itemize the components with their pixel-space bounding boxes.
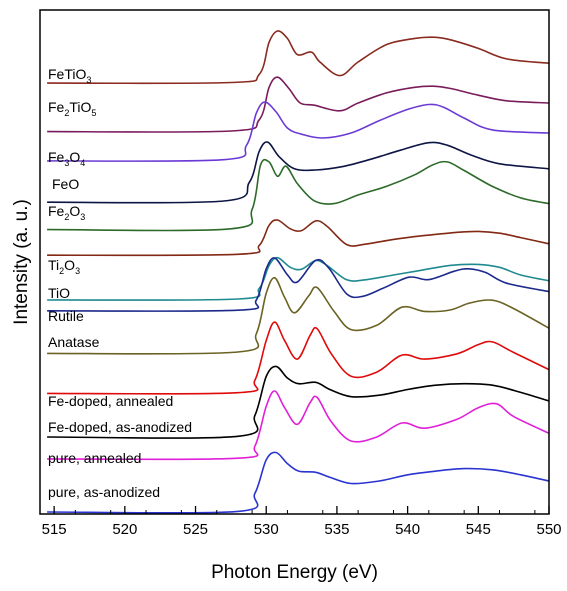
- x-tick-label: 535: [324, 521, 349, 538]
- series-line-5: [47, 219, 550, 257]
- series-line-0: [47, 30, 550, 85]
- series-label-3: FeO: [52, 176, 79, 192]
- series-label-8: Anatase: [48, 334, 100, 350]
- series-label-12: pure, as-anodized: [48, 484, 160, 500]
- series-line-11: [47, 390, 550, 461]
- series-line-7: [47, 257, 550, 312]
- x-tick-label: 545: [466, 521, 491, 538]
- plot-frame: [39, 9, 550, 515]
- series-line-8: [47, 277, 550, 355]
- series-line-1: [47, 76, 550, 133]
- series-label-7: Rutile: [48, 308, 84, 324]
- x-tick-label: 520: [112, 521, 137, 538]
- series-label-1: Fe2TiO5: [48, 99, 96, 118]
- series-line-2: [47, 101, 550, 162]
- series-label-11: pure, annealed: [48, 450, 141, 466]
- x-tick-label: 525: [183, 521, 208, 538]
- series-label-0: FeTiO3: [48, 66, 91, 85]
- series-line-6: [47, 256, 550, 301]
- series-line-10: [47, 365, 550, 439]
- series-label-6: TiO: [48, 285, 70, 301]
- x-axis-ticks: 515 520 525 530 535 540 545 550: [39, 506, 562, 538]
- series-label-2: Fe3O4: [48, 149, 85, 168]
- series-label-9: Fe-doped, annealed: [48, 393, 173, 409]
- x-tick-label: 515: [42, 521, 67, 538]
- series-line-9: [47, 321, 550, 395]
- series-label-5: Ti2O3: [48, 257, 80, 276]
- series-labels-group: FeTiO3 Fe2TiO5 Fe3O4 FeO Fe2O3 Ti2O3 TiO Rutile…: [48, 66, 192, 500]
- x-tick-label: 530: [254, 521, 279, 538]
- series-line-12: [47, 451, 550, 514]
- series-line-4: [47, 158, 550, 232]
- x-tick-label: 540: [395, 521, 420, 538]
- series-line-3: [47, 141, 550, 204]
- series-label-10: Fe-doped, as-anodized: [48, 419, 192, 435]
- x-tick-label: 550: [536, 521, 561, 538]
- curves-group: [47, 30, 550, 514]
- series-label-4: Fe2O3: [48, 203, 85, 222]
- x-axis-title: Photon Energy (eV): [211, 562, 378, 583]
- y-axis-title: Intensity (a. u.): [11, 199, 32, 325]
